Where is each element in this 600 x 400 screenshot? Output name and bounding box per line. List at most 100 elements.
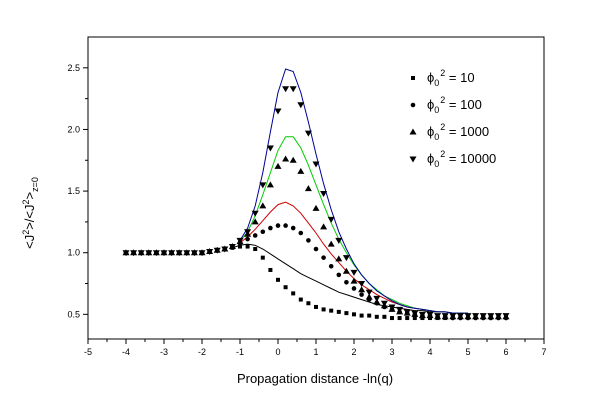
data-point [359, 292, 364, 297]
model-curves [232, 68, 468, 314]
data-point [352, 312, 356, 317]
x-tick-label: -5 [84, 347, 92, 357]
data-point [145, 250, 153, 257]
legend-label: ϕ02 = 10 [427, 68, 475, 88]
y-label-part-e: > [22, 192, 37, 200]
data-point [244, 229, 252, 236]
data-point [487, 313, 495, 320]
y-label-sup-2: 2 [21, 199, 31, 204]
data-point [306, 238, 311, 243]
data-point [298, 230, 304, 236]
data-point [367, 313, 372, 318]
legend-subscript: 0 [434, 159, 439, 169]
data-point [206, 248, 214, 255]
data-point [130, 250, 138, 257]
data-point [282, 155, 290, 162]
legend-label: ϕ02 = 10000 [427, 149, 496, 169]
data-point [268, 225, 273, 231]
curve-phi-10000 [239, 68, 468, 314]
data-point [259, 202, 267, 209]
data-point [456, 313, 464, 320]
x-tick-label: -1 [236, 347, 244, 357]
x-tick-label: 0 [275, 347, 280, 357]
data-point [382, 314, 387, 319]
data-point [405, 316, 410, 321]
data-point [342, 255, 350, 262]
data-point [351, 286, 357, 291]
data-point [412, 316, 417, 321]
data-point [411, 310, 419, 317]
data-point [321, 307, 326, 312]
data-point [137, 250, 145, 257]
data-point [245, 244, 250, 249]
data-point [190, 250, 198, 257]
data-point [297, 167, 305, 174]
y-tick-label: 2.0 [67, 124, 80, 134]
data-point [274, 162, 282, 169]
y-tick-label: 1.5 [67, 186, 80, 196]
data-point [275, 223, 281, 228]
data-point [329, 308, 334, 313]
data-point [373, 295, 381, 302]
data-point [268, 267, 273, 272]
legend-value: = 100 [445, 97, 482, 112]
data-point [314, 304, 318, 309]
data-point [276, 277, 280, 282]
legend-entry: ϕ02 = 10000 [409, 149, 496, 169]
data-point [320, 223, 328, 230]
data-point [342, 267, 350, 274]
data-point [327, 216, 335, 223]
data-point [283, 223, 288, 228]
data-point [313, 246, 319, 252]
legend-value: = 1000 [445, 124, 489, 139]
x-tick-label: 3 [389, 347, 394, 357]
data-point [434, 313, 442, 320]
x-tick-label: 5 [465, 347, 470, 357]
data-point [266, 181, 274, 188]
x-tick-label: -4 [122, 347, 130, 357]
data-point [320, 191, 328, 198]
data-point [228, 244, 236, 251]
data-point [260, 255, 265, 260]
data-point [238, 244, 242, 249]
data-point [380, 300, 388, 307]
data-point [282, 86, 290, 93]
data-point [306, 301, 311, 306]
data-point [221, 246, 229, 253]
data-point [289, 86, 297, 93]
legend-superscript: 2 [440, 95, 445, 105]
data-point [418, 311, 426, 318]
data-point [175, 250, 183, 257]
y-label-sub: z=0 [30, 177, 40, 192]
legend-entry: ϕ02 = 10 [411, 68, 475, 88]
x-tick-label: 2 [351, 347, 356, 357]
data-point [252, 233, 258, 238]
data-point [152, 250, 160, 257]
data-point [494, 313, 502, 320]
legend-symbol: ϕ [427, 70, 434, 85]
data-point [472, 313, 480, 320]
y-tick-label: 2.5 [67, 63, 80, 73]
y-label-sup-1: 2 [21, 230, 31, 235]
data-point [260, 229, 266, 235]
data-point [374, 314, 379, 319]
data-point [396, 306, 404, 313]
data-point [336, 272, 342, 278]
data-point [344, 311, 349, 316]
data-point [359, 313, 364, 318]
data-point [365, 289, 373, 296]
data-point [403, 309, 411, 316]
data-point [213, 247, 221, 254]
x-tick-label: 6 [503, 347, 508, 357]
legend-value: = 10 [445, 70, 474, 85]
data-point [289, 156, 297, 163]
legend-superscript: 2 [440, 68, 445, 78]
y-tick-label: 1.0 [67, 248, 80, 258]
data-point [253, 247, 258, 252]
data-point [502, 313, 510, 320]
data-point [274, 108, 282, 115]
data-point [291, 291, 296, 296]
data-point [298, 297, 303, 302]
